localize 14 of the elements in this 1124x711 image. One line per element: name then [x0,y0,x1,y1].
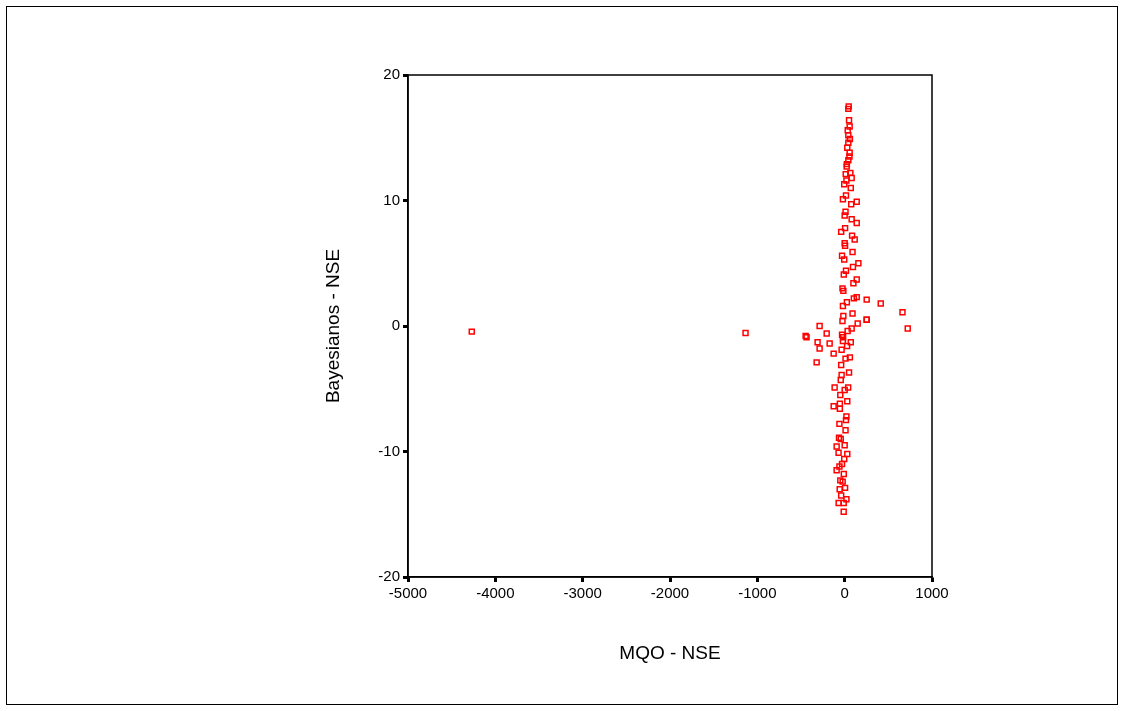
y-tick-label: -10 [378,441,400,459]
x-tick-label: 0 [840,584,849,602]
x-tick-label: -5000 [388,584,428,602]
y-axis-title: Bayesianos - NSE [321,248,343,404]
y-tick-label: 0 [391,316,400,334]
x-tick-label: -4000 [476,584,515,602]
x-tick-label: -1000 [738,584,777,602]
x-tick-label: -2000 [650,584,690,602]
x-tick-label: -3000 [563,584,602,602]
y-tick-label: -20 [378,567,400,585]
x-axis-title: MQO - NSE [619,641,721,663]
y-tick-label: 10 [383,190,400,208]
x-tick-label: 1000 [915,584,949,602]
y-tick-label: 20 [383,65,400,83]
